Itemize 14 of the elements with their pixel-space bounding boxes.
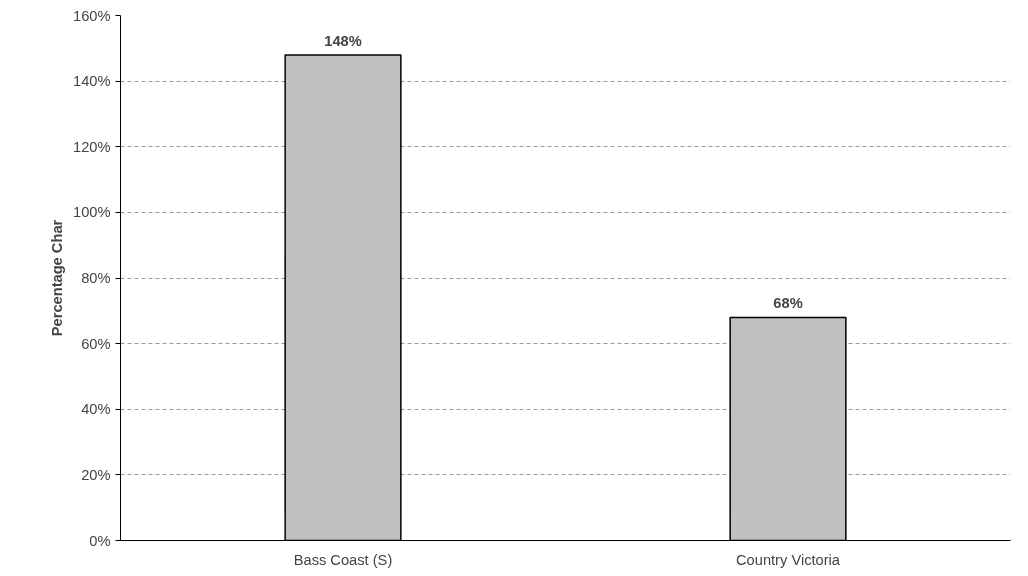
- x-tick-label: Country Victoria: [736, 551, 841, 568]
- y-axis-title: Percentage Char: [49, 219, 66, 337]
- y-tick-label: 100%: [73, 204, 111, 221]
- y-tick-label: 160%: [73, 7, 111, 24]
- y-tick-label: 40%: [81, 401, 111, 418]
- y-tick-label: 80%: [81, 270, 111, 286]
- y-tick-label: 0%: [89, 532, 111, 549]
- data-label: 68%: [773, 295, 803, 312]
- y-tick-label: 20%: [81, 466, 111, 483]
- y-tick-label: 60%: [81, 335, 111, 352]
- y-tick-label: 120%: [73, 138, 111, 155]
- x-tick-label: Bass Coast (S): [293, 551, 393, 568]
- data-label: 148%: [324, 32, 362, 49]
- y-tick-label: 140%: [73, 73, 111, 90]
